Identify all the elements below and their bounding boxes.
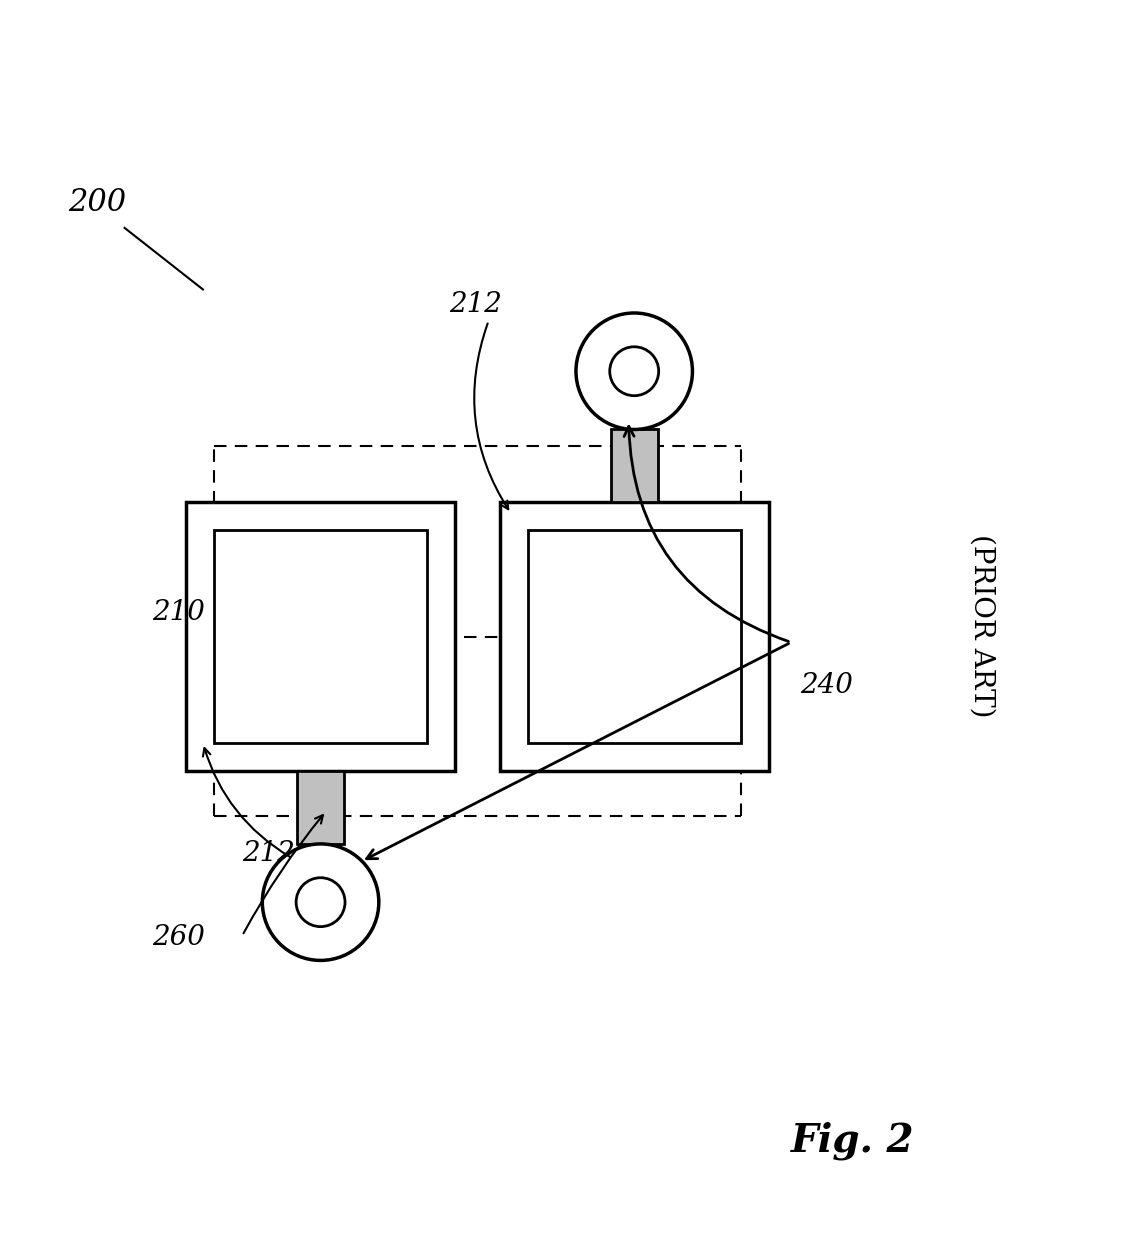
Bar: [297, 771, 344, 844]
Circle shape: [576, 313, 693, 429]
Text: 212: 212: [243, 839, 295, 867]
Text: (PRIOR ART): (PRIOR ART): [968, 534, 995, 717]
Circle shape: [610, 347, 659, 395]
Text: 210: 210: [153, 599, 205, 626]
Bar: [186, 503, 455, 771]
Circle shape: [262, 844, 379, 961]
Text: Fig. 2: Fig. 2: [792, 1122, 914, 1161]
Bar: [500, 503, 769, 771]
Text: 260: 260: [153, 923, 205, 951]
Bar: [527, 530, 741, 743]
Text: 200: 200: [68, 188, 127, 218]
Text: 240: 240: [799, 672, 853, 699]
Circle shape: [296, 878, 345, 927]
Text: 212: 212: [449, 291, 502, 318]
Bar: [611, 429, 658, 503]
Bar: [214, 530, 428, 743]
